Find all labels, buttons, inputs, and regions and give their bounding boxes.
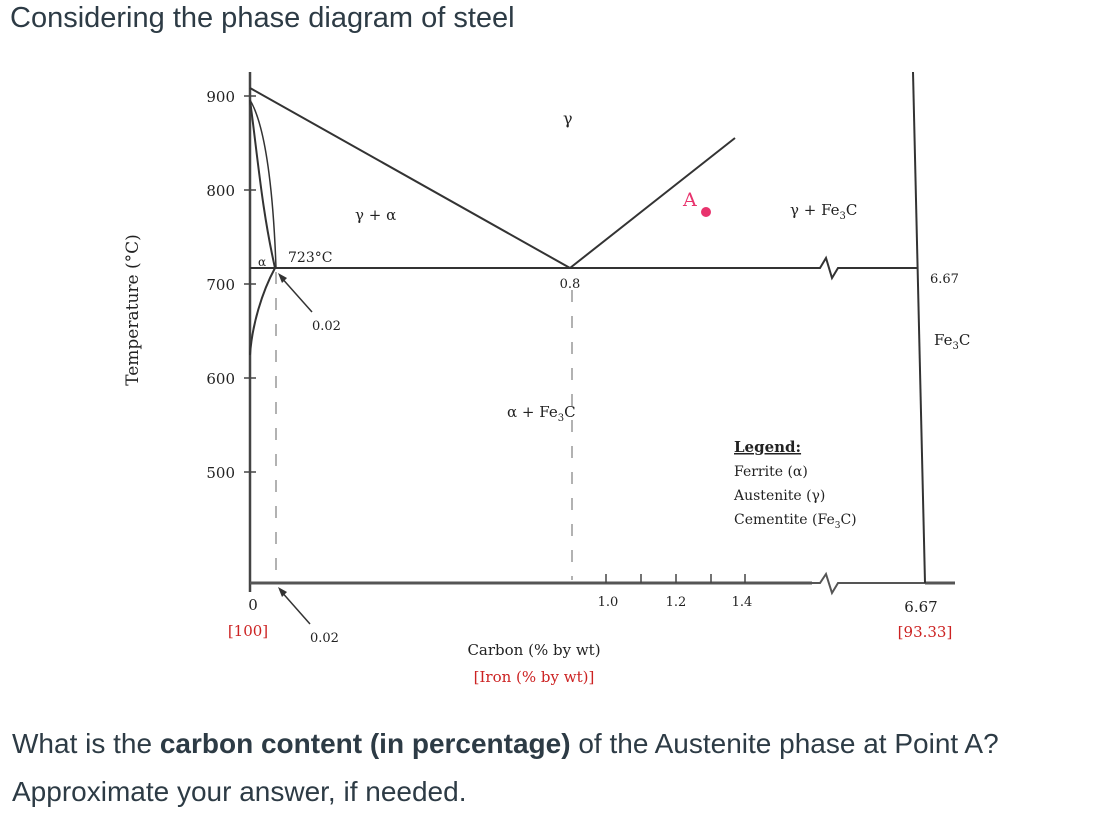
question-prompt: What is the carbon content (in percentag… [12, 720, 1102, 816]
prompt-line2: Approximate your answer, if needed. [12, 776, 467, 807]
upper-right-boundary [569, 137, 736, 269]
ferrite-gamma-boundary [249, 99, 276, 269]
ferrite-solvus-curve [249, 267, 276, 356]
prompt-prefix: What is the [12, 728, 160, 759]
point-a-marker [701, 207, 711, 217]
y-tick-label: 600 [206, 370, 235, 388]
legend-item-austenite: Austenite (γ) [733, 488, 825, 504]
x-axis-label: Carbon (% by wt) [467, 641, 600, 659]
phase-diagram: 900 800 700 600 500 Temperature (°C) 1.0… [123, 71, 970, 686]
austenite-region-label: γ [563, 109, 573, 128]
x-axis-break [812, 571, 925, 596]
x-tick-label: 1.4 [732, 595, 753, 610]
x-end-iron-label: [93.33] [898, 623, 953, 641]
eutectoid-temp-label: 723°C [288, 250, 332, 266]
question-title: Considering the phase diagram of steel [10, 2, 515, 34]
y-axis-label: Temperature (°C) [123, 234, 143, 386]
arrow-head [278, 587, 287, 597]
ferrite-limit-arrow [279, 275, 313, 313]
point-a-label: A [682, 189, 697, 211]
gamma-fe3c-region-label: γ + Fe3C [790, 201, 857, 222]
arrow-head [278, 273, 287, 283]
legend-title: Legend: [734, 438, 801, 456]
x-end-label: 6.67 [904, 598, 937, 616]
eutectoid-line-break [812, 255, 918, 281]
legend-item-ferrite: Ferrite (α) [734, 464, 808, 480]
y-tick-label: 900 [206, 88, 235, 106]
x-tick-label: 1.0 [598, 595, 619, 610]
upper-left-boundary [249, 87, 571, 269]
x-origin-label: 0 [248, 596, 258, 614]
y-tick-label: 700 [206, 276, 235, 294]
ferrite-limit-bottom-label: 0.02 [310, 631, 339, 646]
x-origin-iron-label: [100] [228, 622, 268, 640]
x-tick-label: 1.2 [666, 595, 687, 610]
gamma-alpha-region-label: γ + α [355, 206, 396, 224]
y-tick-label: 800 [206, 182, 235, 200]
prompt-bold: carbon content (in percentage) [159, 728, 571, 759]
prompt-suffix: of the Austenite phase at Point A? [570, 728, 999, 759]
cementite-vertical [912, 71, 926, 584]
eutectoid-comp-label: 0.8 [560, 277, 581, 292]
ferrite-limit-label: 0.02 [312, 319, 341, 334]
x-axis-iron-label: [Iron (% by wt)] [474, 668, 595, 686]
ferrite-limit-bottom-arrow [279, 589, 311, 625]
y-ticks [244, 95, 256, 473]
legend-item-cementite: Cementite (Fe3C) [734, 512, 857, 531]
ferrite-region-label: α [258, 255, 266, 269]
alpha-gamma-curve [249, 99, 277, 269]
y-tick-label: 500 [206, 464, 235, 482]
alpha-fe3c-region-label: α + Fe3C [507, 403, 576, 424]
x-ticks [605, 574, 746, 583]
cementite-region-label: Fe3C [934, 331, 970, 352]
cementite-comp-label: 6.67 [930, 272, 959, 287]
